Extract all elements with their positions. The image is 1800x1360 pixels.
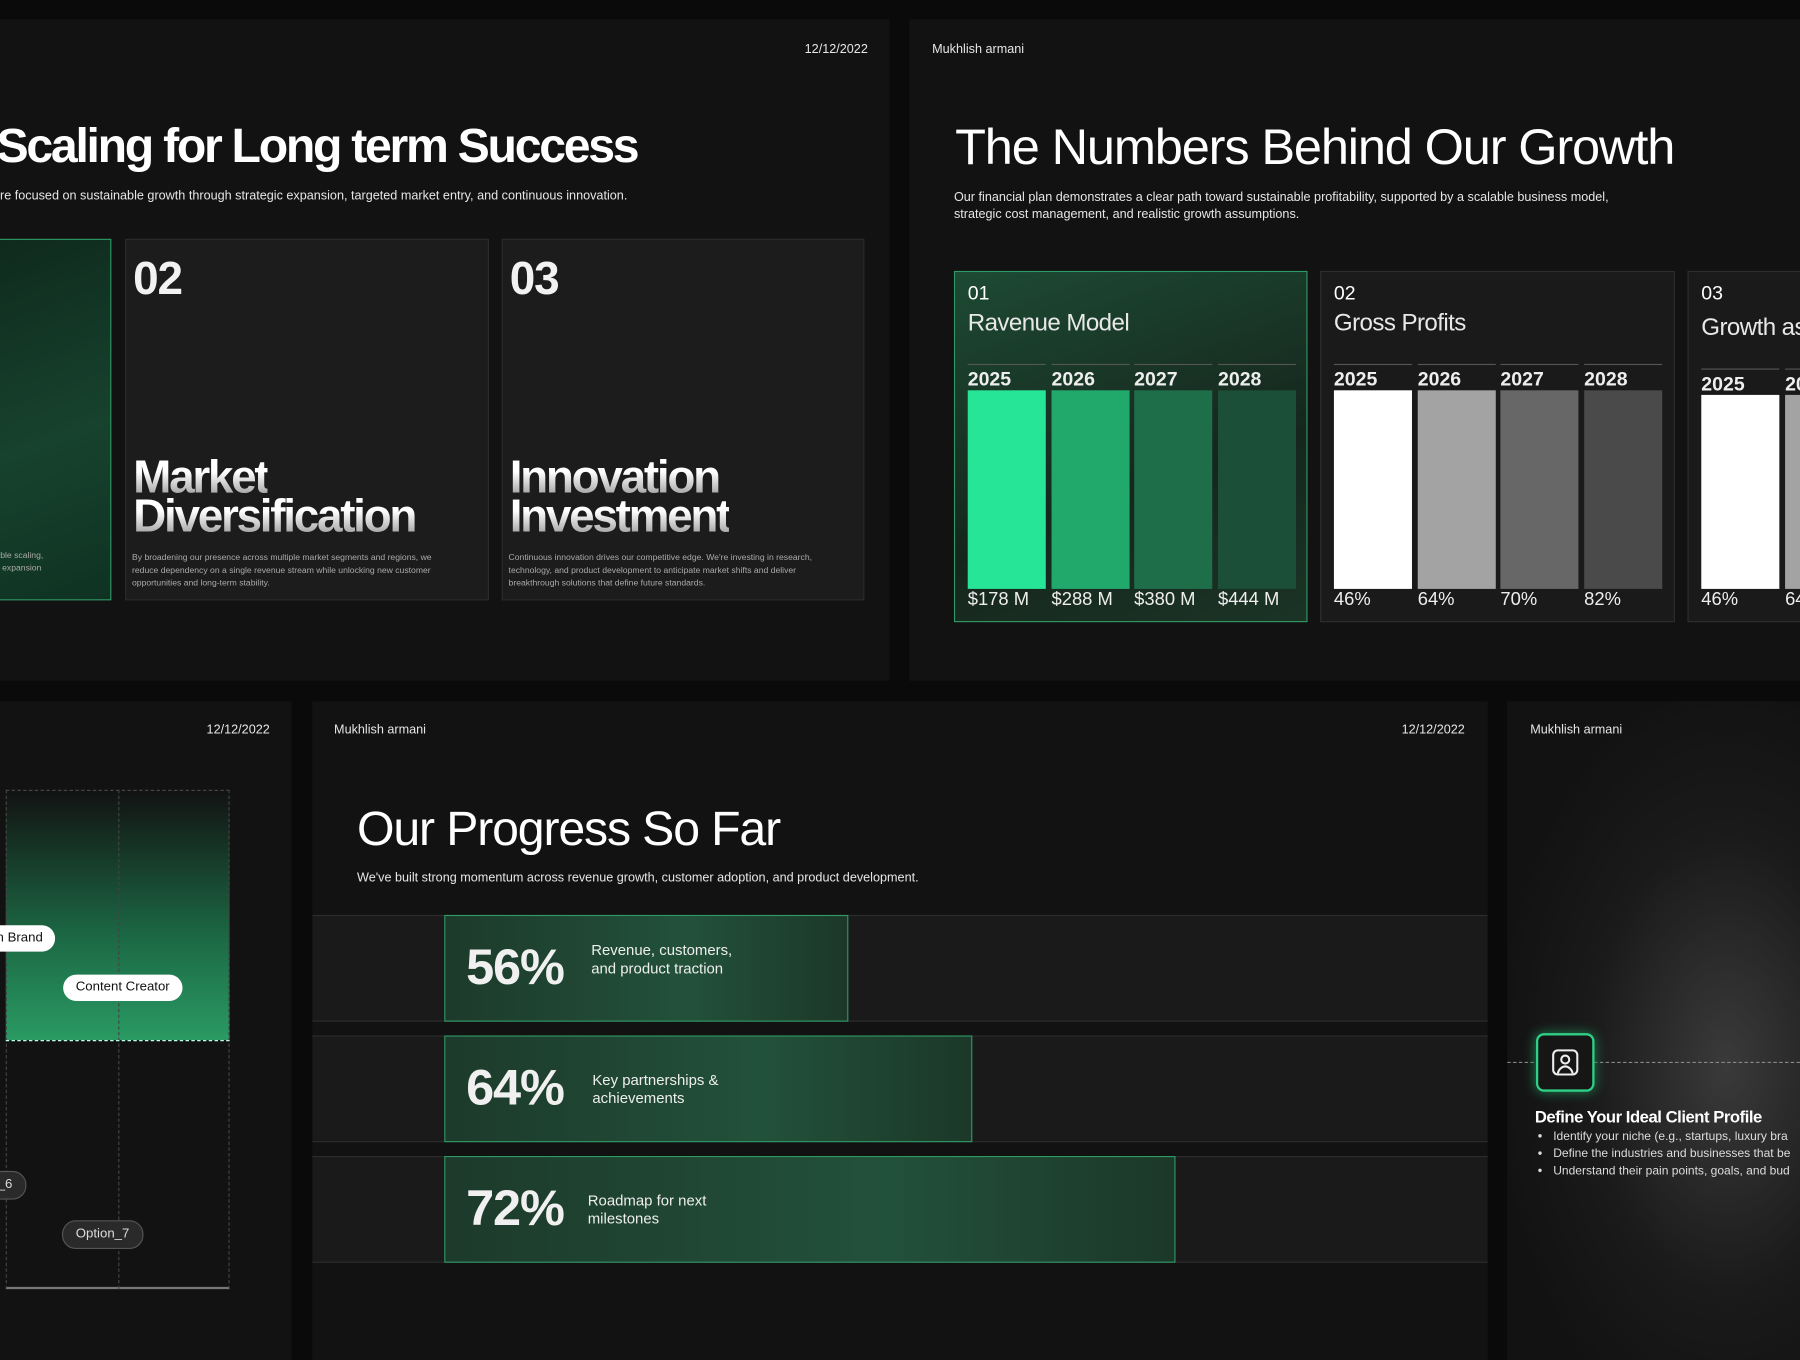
card-text: able scaling, bbox=[0, 549, 44, 561]
value: 70% bbox=[1500, 590, 1538, 610]
date: 12/12/2022 bbox=[206, 723, 270, 737]
author: Mukhlish armani bbox=[1530, 723, 1623, 737]
description: We've built strong momentum across reven… bbox=[357, 871, 919, 886]
card-number: 02 bbox=[133, 253, 183, 305]
bullet: Identify your niche (e.g., startups, lux… bbox=[1553, 1128, 1790, 1145]
card: able scaling, y expansion bbox=[0, 238, 112, 601]
description: Our financial plan demonstrates a clear … bbox=[953, 190, 1609, 222]
bullet-list: Identify your niche (e.g., startups, lux… bbox=[1535, 1128, 1790, 1180]
percent: 56% bbox=[466, 939, 565, 996]
progress-row: 64% Key partnerships & achievements bbox=[312, 1035, 1488, 1143]
card-number: 03 bbox=[509, 253, 560, 305]
market-slide: 12/12/2022 n Brand Content Creator _6 Op… bbox=[0, 701, 292, 1360]
year: 20 bbox=[1785, 368, 1800, 396]
year: 2026 bbox=[1417, 363, 1496, 392]
grid-box bbox=[5, 789, 230, 1290]
value: 82% bbox=[1584, 590, 1621, 610]
progress-label: Roadmap for next milestones bbox=[587, 1191, 707, 1228]
title: Our Progress So Far bbox=[357, 801, 781, 856]
card-heading: Diversification bbox=[133, 491, 417, 542]
progress-bar: 64% Key partnerships & achievements bbox=[444, 1035, 973, 1143]
progress-bar: 56% Revenue, customers, and product trac… bbox=[444, 914, 849, 1022]
panel-number: 01 bbox=[967, 282, 990, 305]
year: 2028 bbox=[1584, 363, 1663, 392]
tag: n Brand bbox=[0, 925, 56, 952]
panel: 03 Growth as 2025 20 46% 64 bbox=[1687, 270, 1800, 623]
card-text: Continuous innovation drives our competi… bbox=[508, 552, 813, 588]
panel: 01 Ravenue Model 2025 2026 2027 2028 $17… bbox=[953, 270, 1308, 623]
author: Mukhlish armani bbox=[334, 723, 427, 737]
card-heading: Market bbox=[133, 452, 270, 503]
value: $444 M bbox=[1217, 590, 1280, 610]
panel: 02 Gross Profits 2025 2026 2027 2028 46%… bbox=[1320, 270, 1675, 623]
year: 2026 bbox=[1051, 363, 1130, 392]
card-heading: Investment bbox=[509, 491, 732, 542]
year: 2028 bbox=[1217, 363, 1297, 392]
client-slide: Mukhlish armani Define Your Ideal Client… bbox=[1507, 701, 1800, 1360]
date: 12/12/2022 bbox=[804, 42, 868, 57]
panel-number: 03 bbox=[1701, 282, 1723, 305]
card: 03 Innovation Investment Continuous inno… bbox=[501, 238, 865, 601]
bar bbox=[1500, 390, 1579, 589]
client-icon bbox=[1535, 1033, 1595, 1092]
bar bbox=[1217, 390, 1297, 589]
bar bbox=[1051, 390, 1130, 589]
tag: Option_7 bbox=[61, 1220, 144, 1249]
bar bbox=[1333, 390, 1412, 589]
title: The Numbers Behind Our Growth bbox=[955, 119, 1675, 176]
progress-label: Revenue, customers, and product traction bbox=[591, 941, 733, 977]
year: 2027 bbox=[1134, 363, 1213, 392]
value: 64 bbox=[1785, 590, 1800, 610]
bar bbox=[1134, 390, 1213, 589]
value: $380 M bbox=[1134, 590, 1196, 610]
progress-label: Key partnerships & achievements bbox=[592, 1071, 719, 1107]
panel-title: Gross Profits bbox=[1333, 309, 1466, 337]
strategy-slide: 12/12/2022 Scaling for Long term Success… bbox=[0, 19, 890, 681]
connector-line bbox=[1507, 1061, 1800, 1064]
progress-slide: Mukhlish armani 12/12/2022 Our Progress … bbox=[312, 701, 1488, 1360]
panel-title: Ravenue Model bbox=[967, 309, 1130, 337]
panel-title: Growth as bbox=[1701, 314, 1800, 341]
grid-line bbox=[118, 789, 120, 1290]
year: 2027 bbox=[1500, 363, 1579, 392]
progress-row: 72% Roadmap for next milestones bbox=[312, 1155, 1488, 1263]
value: 46% bbox=[1333, 590, 1371, 610]
panel-number: 02 bbox=[1333, 282, 1356, 305]
percent: 64% bbox=[466, 1059, 565, 1116]
grid-line bbox=[5, 1040, 230, 1042]
bar bbox=[967, 390, 1046, 589]
percent: 72% bbox=[466, 1180, 565, 1237]
author: Mukhlish armani bbox=[932, 42, 1025, 57]
growth-slide: Mukhlish armani The Numbers Behind Our G… bbox=[909, 19, 1800, 681]
card: 02 Market Diversification By broadening … bbox=[125, 238, 490, 601]
card-text: By broadening our presence across multip… bbox=[132, 552, 432, 588]
tag: Content Creator bbox=[63, 974, 183, 1002]
bar bbox=[1584, 390, 1663, 589]
value: 64% bbox=[1417, 590, 1455, 610]
year: 2025 bbox=[1333, 363, 1412, 392]
progress-row: 56% Revenue, customers, and product trac… bbox=[312, 914, 1488, 1022]
title: Scaling for Long term Success bbox=[0, 118, 640, 173]
card-heading: Innovation bbox=[509, 452, 721, 503]
bar bbox=[1785, 394, 1800, 589]
bullet: Define the industries and businesses tha… bbox=[1553, 1146, 1790, 1163]
tag: _6 bbox=[0, 1170, 27, 1200]
date: 12/12/2022 bbox=[1401, 723, 1465, 737]
year: 2025 bbox=[1701, 368, 1780, 396]
icon bbox=[1552, 1049, 1579, 1076]
year: 2025 bbox=[967, 363, 1046, 392]
bar bbox=[1701, 394, 1780, 589]
value: $288 M bbox=[1051, 590, 1113, 610]
description: re focused on sustainable growth through… bbox=[0, 189, 628, 204]
value: $178 M bbox=[967, 590, 1030, 610]
bullet: Understand their pain points, goals, and… bbox=[1553, 1163, 1790, 1180]
value: 46% bbox=[1701, 590, 1739, 610]
progress-bar: 72% Roadmap for next milestones bbox=[444, 1155, 1176, 1263]
card-text: y expansion bbox=[0, 562, 42, 573]
heading: Define Your Ideal Client Profile bbox=[1534, 1108, 1762, 1128]
bar bbox=[1417, 390, 1496, 589]
